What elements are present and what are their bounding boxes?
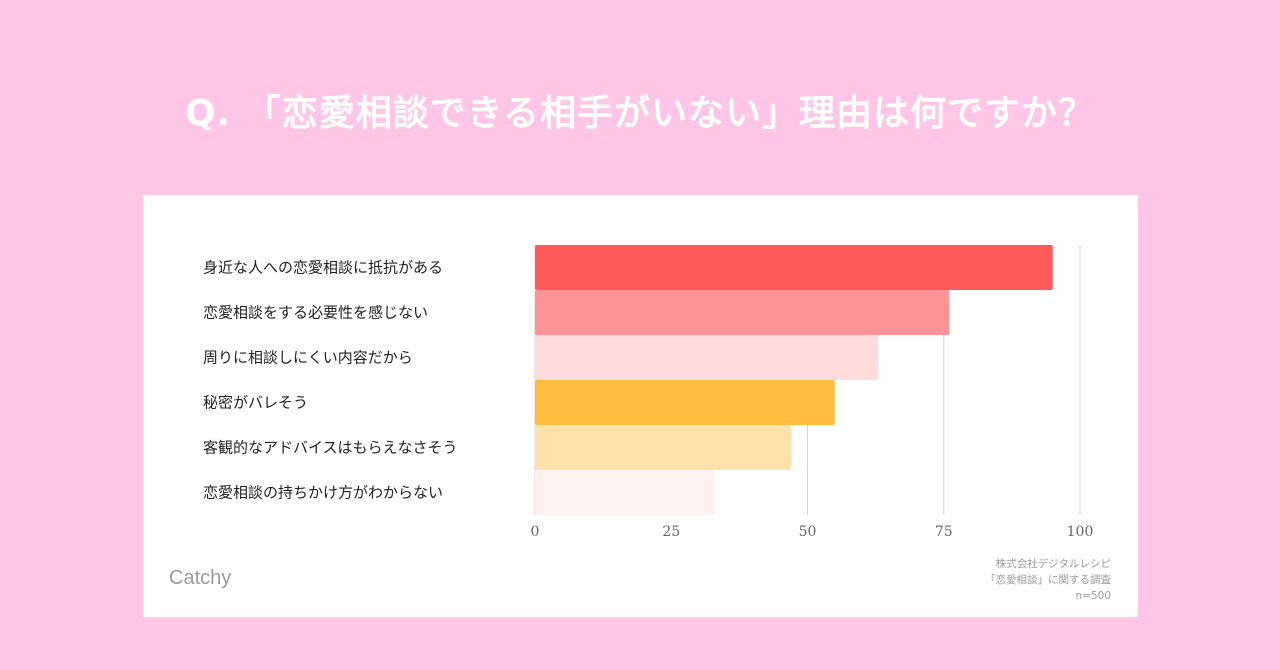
source-survey: 「恋愛相談」に関する調査 bbox=[985, 574, 1111, 586]
category-label: 恋愛相談をする必要性を感じない bbox=[203, 304, 428, 322]
bar-chart: 身近な人への恋愛相談に抵抗がある恋愛相談をする必要性を感じない周りに相談しにくい… bbox=[203, 245, 1094, 540]
brand-logo: Catchy bbox=[169, 567, 232, 589]
tick-label: 100 bbox=[1067, 524, 1094, 540]
tick-label: 50 bbox=[799, 524, 817, 540]
chart-card: 身近な人への恋愛相談に抵抗がある 恋愛相談をする必要性を感じない 周りに相談しにくい… bbox=[143, 195, 1138, 617]
category-label: 恋愛相談の持ちかけ方がわからない bbox=[203, 484, 443, 502]
category-label: 周りに相談しにくい内容だから bbox=[203, 349, 413, 367]
bar bbox=[535, 380, 835, 425]
bar bbox=[535, 335, 879, 380]
bar bbox=[535, 425, 792, 470]
category-label: 身近な人への恋愛相談に抵抗がある bbox=[203, 259, 443, 277]
category-label: 秘密がバレそう bbox=[203, 394, 308, 412]
bar bbox=[535, 290, 950, 335]
bar bbox=[535, 470, 715, 515]
source-company: 株式会社デジタルレシピ bbox=[995, 558, 1111, 570]
category-label: 客観的なアドバイスはもらえなさそう bbox=[203, 439, 458, 457]
tick-label: 25 bbox=[662, 524, 680, 540]
source-sample: n=500 bbox=[1075, 590, 1112, 602]
tick-label: 75 bbox=[935, 524, 953, 540]
bar bbox=[535, 245, 1053, 290]
page-title: Q. 「恋愛相談できる相手がいない」理由は何ですか？ bbox=[184, 93, 1096, 134]
source-note: 株式会社デジタルレシピ 「恋愛相談」に関する調査 n=500 bbox=[985, 556, 1111, 604]
tick-label: 0 bbox=[531, 524, 540, 540]
